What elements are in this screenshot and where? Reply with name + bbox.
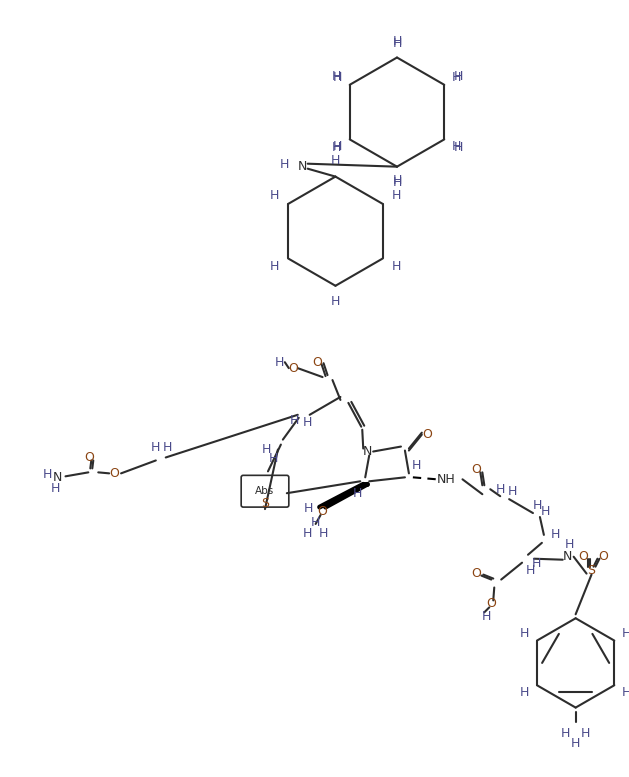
Text: H: H [331,141,341,154]
Text: H: H [392,176,402,189]
Text: H: H [452,140,461,153]
Text: H: H [333,71,342,85]
Text: O: O [486,597,496,610]
Text: N: N [53,471,62,484]
Text: H: H [276,356,284,369]
Text: O: O [313,356,323,369]
Text: N: N [563,550,572,563]
Text: H: H [551,528,560,542]
Text: H: H [565,538,574,552]
Text: H: H [261,443,270,456]
Text: O: O [598,550,608,563]
Text: H: H [331,71,341,83]
Text: O: O [84,451,94,464]
Text: O: O [472,463,481,476]
Text: O: O [109,467,119,480]
Text: H: H [454,71,463,83]
Text: H: H [392,260,401,273]
Text: H: H [333,140,342,153]
Text: H: H [482,610,491,623]
Text: H: H [412,459,421,472]
Text: H: H [43,468,52,481]
Text: H: H [290,414,299,427]
Text: H: H [454,141,463,154]
Text: H: H [520,685,530,699]
Text: H: H [151,441,160,454]
Text: H: H [525,564,535,577]
Text: H: H [163,441,172,454]
Text: N: N [298,160,308,173]
Text: O: O [288,361,298,375]
Text: H: H [533,499,543,511]
Text: H: H [311,517,320,529]
Text: H: H [392,35,402,48]
Text: H: H [581,727,590,740]
Text: H: H [331,295,340,308]
Text: H: H [303,528,313,540]
Text: H: H [621,685,629,699]
Text: H: H [621,627,629,640]
Text: H: H [392,190,401,203]
Text: H: H [452,71,461,85]
Text: H: H [392,37,402,50]
Text: H: H [269,452,279,465]
Text: H: H [270,260,279,273]
Text: H: H [571,737,581,750]
Text: S: S [587,564,596,577]
Text: H: H [51,482,60,495]
Text: H: H [508,485,517,498]
Text: N: N [362,445,372,458]
Text: H: H [520,627,530,640]
FancyBboxPatch shape [241,476,289,507]
Text: H: H [270,190,279,203]
Text: H: H [541,504,550,517]
Text: H: H [319,528,328,540]
Text: H: H [532,557,541,570]
Text: O: O [579,550,589,563]
Text: H: H [303,416,313,429]
Text: H: H [561,727,571,740]
Text: H: H [304,502,313,514]
Text: H: H [353,486,362,500]
Text: H: H [392,174,402,187]
Text: O: O [422,428,431,441]
Text: S: S [261,497,269,510]
Text: H: H [331,154,340,167]
Text: O: O [472,567,481,580]
Text: H: H [280,159,289,171]
Text: H: H [496,483,505,496]
Text: O: O [318,504,328,517]
Text: NH: NH [437,473,456,486]
Text: Abs: Abs [255,486,275,497]
